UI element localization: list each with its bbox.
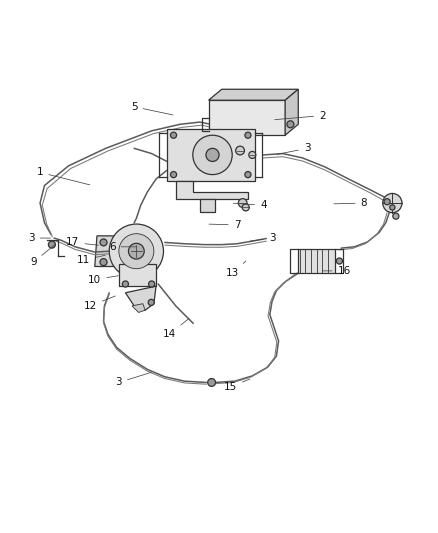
Text: 12: 12: [84, 296, 115, 311]
Circle shape: [128, 243, 144, 259]
Circle shape: [100, 239, 107, 246]
Text: 2: 2: [274, 110, 325, 120]
Text: 17: 17: [66, 237, 99, 247]
Text: 6: 6: [109, 242, 135, 252]
Circle shape: [244, 172, 251, 177]
Circle shape: [122, 281, 128, 287]
Circle shape: [238, 199, 247, 207]
Circle shape: [119, 233, 153, 269]
Circle shape: [205, 148, 219, 161]
Text: 10: 10: [88, 274, 118, 285]
Polygon shape: [166, 128, 254, 181]
Text: 15: 15: [223, 379, 249, 392]
Polygon shape: [125, 286, 155, 310]
Text: 11: 11: [77, 255, 105, 265]
Circle shape: [148, 300, 154, 305]
Text: 16: 16: [322, 266, 350, 276]
Circle shape: [235, 146, 244, 155]
Polygon shape: [208, 100, 285, 135]
Circle shape: [192, 135, 232, 175]
Circle shape: [170, 172, 176, 177]
Polygon shape: [119, 264, 155, 286]
Polygon shape: [208, 89, 297, 100]
Text: 4: 4: [233, 200, 266, 210]
Circle shape: [244, 132, 251, 138]
Circle shape: [382, 193, 401, 213]
Circle shape: [242, 204, 249, 211]
Text: 9: 9: [30, 244, 55, 267]
Circle shape: [389, 205, 394, 210]
Text: 1: 1: [37, 167, 90, 185]
Circle shape: [207, 378, 215, 386]
Text: 3: 3: [28, 233, 50, 243]
Text: 3: 3: [249, 233, 275, 243]
Circle shape: [336, 258, 342, 264]
Circle shape: [248, 151, 255, 158]
Text: 7: 7: [208, 220, 240, 230]
Text: 8: 8: [333, 198, 367, 208]
Polygon shape: [132, 304, 145, 312]
Polygon shape: [297, 249, 335, 273]
Text: 13: 13: [226, 261, 245, 278]
Circle shape: [383, 199, 389, 205]
Circle shape: [170, 132, 176, 138]
Text: 3: 3: [276, 143, 310, 155]
Circle shape: [48, 241, 55, 248]
Polygon shape: [175, 181, 247, 199]
Text: 3: 3: [115, 373, 151, 387]
Polygon shape: [95, 236, 130, 266]
Polygon shape: [199, 199, 215, 212]
Text: 14: 14: [162, 319, 188, 340]
Circle shape: [100, 259, 107, 265]
Polygon shape: [285, 89, 297, 135]
Circle shape: [109, 224, 163, 278]
Circle shape: [148, 281, 154, 287]
Circle shape: [286, 121, 293, 128]
Text: 5: 5: [131, 102, 173, 115]
Circle shape: [392, 213, 398, 219]
